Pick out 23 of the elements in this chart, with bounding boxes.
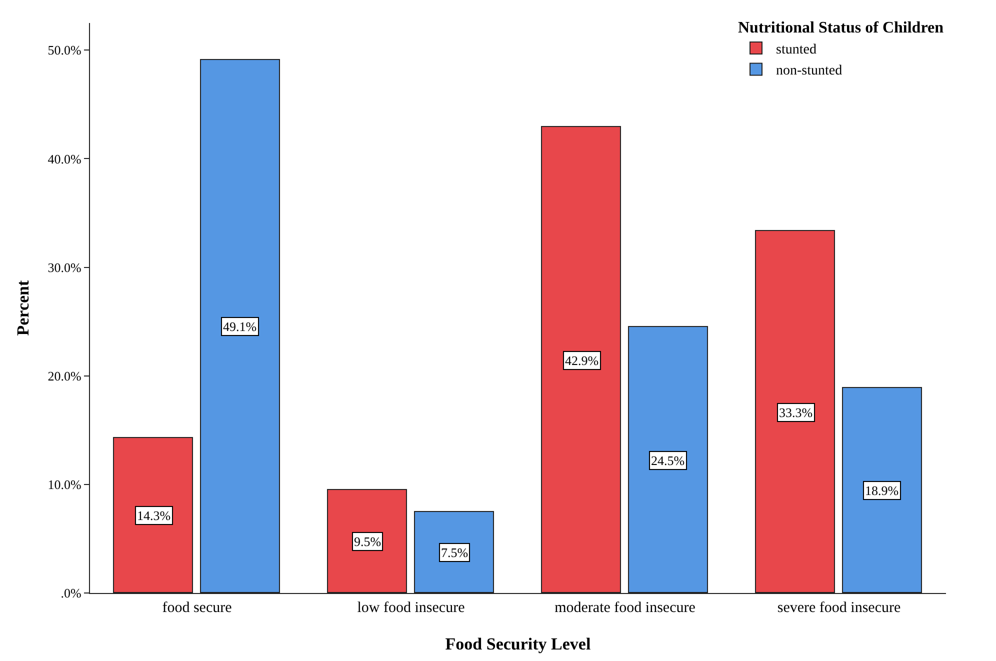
data-label: 42.9% — [565, 353, 599, 368]
y-tick-label: .0% — [60, 586, 82, 601]
x-tick-label: severe food insecure — [777, 600, 901, 616]
y-tick-label: 10.0% — [48, 476, 82, 492]
data-label: 9.5% — [354, 534, 382, 549]
x-tick-label: food secure — [162, 600, 232, 616]
data-label: 14.3% — [137, 508, 171, 523]
data-label: 18.9% — [865, 483, 899, 498]
legend-title: Nutritional Status of Children — [738, 19, 944, 36]
data-label: 24.5% — [651, 453, 685, 468]
data-label: 33.3% — [779, 405, 813, 420]
legend-label: stunted — [776, 42, 816, 58]
y-axis-title: Percent — [13, 280, 32, 336]
x-tick-label: low food insecure — [357, 600, 466, 616]
legend-label: non-stunted — [776, 64, 842, 79]
y-tick-label: 40.0% — [48, 151, 82, 166]
y-tick-label: 30.0% — [48, 260, 82, 275]
data-label: 7.5% — [441, 545, 468, 560]
y-tick-label: 20.0% — [48, 368, 82, 384]
data-label: 49.1% — [223, 319, 257, 334]
x-axis-title: Food Security Level — [445, 634, 591, 654]
x-tick-label: moderate food insecure — [554, 600, 696, 616]
y-tick-label: 50.0% — [48, 42, 82, 58]
